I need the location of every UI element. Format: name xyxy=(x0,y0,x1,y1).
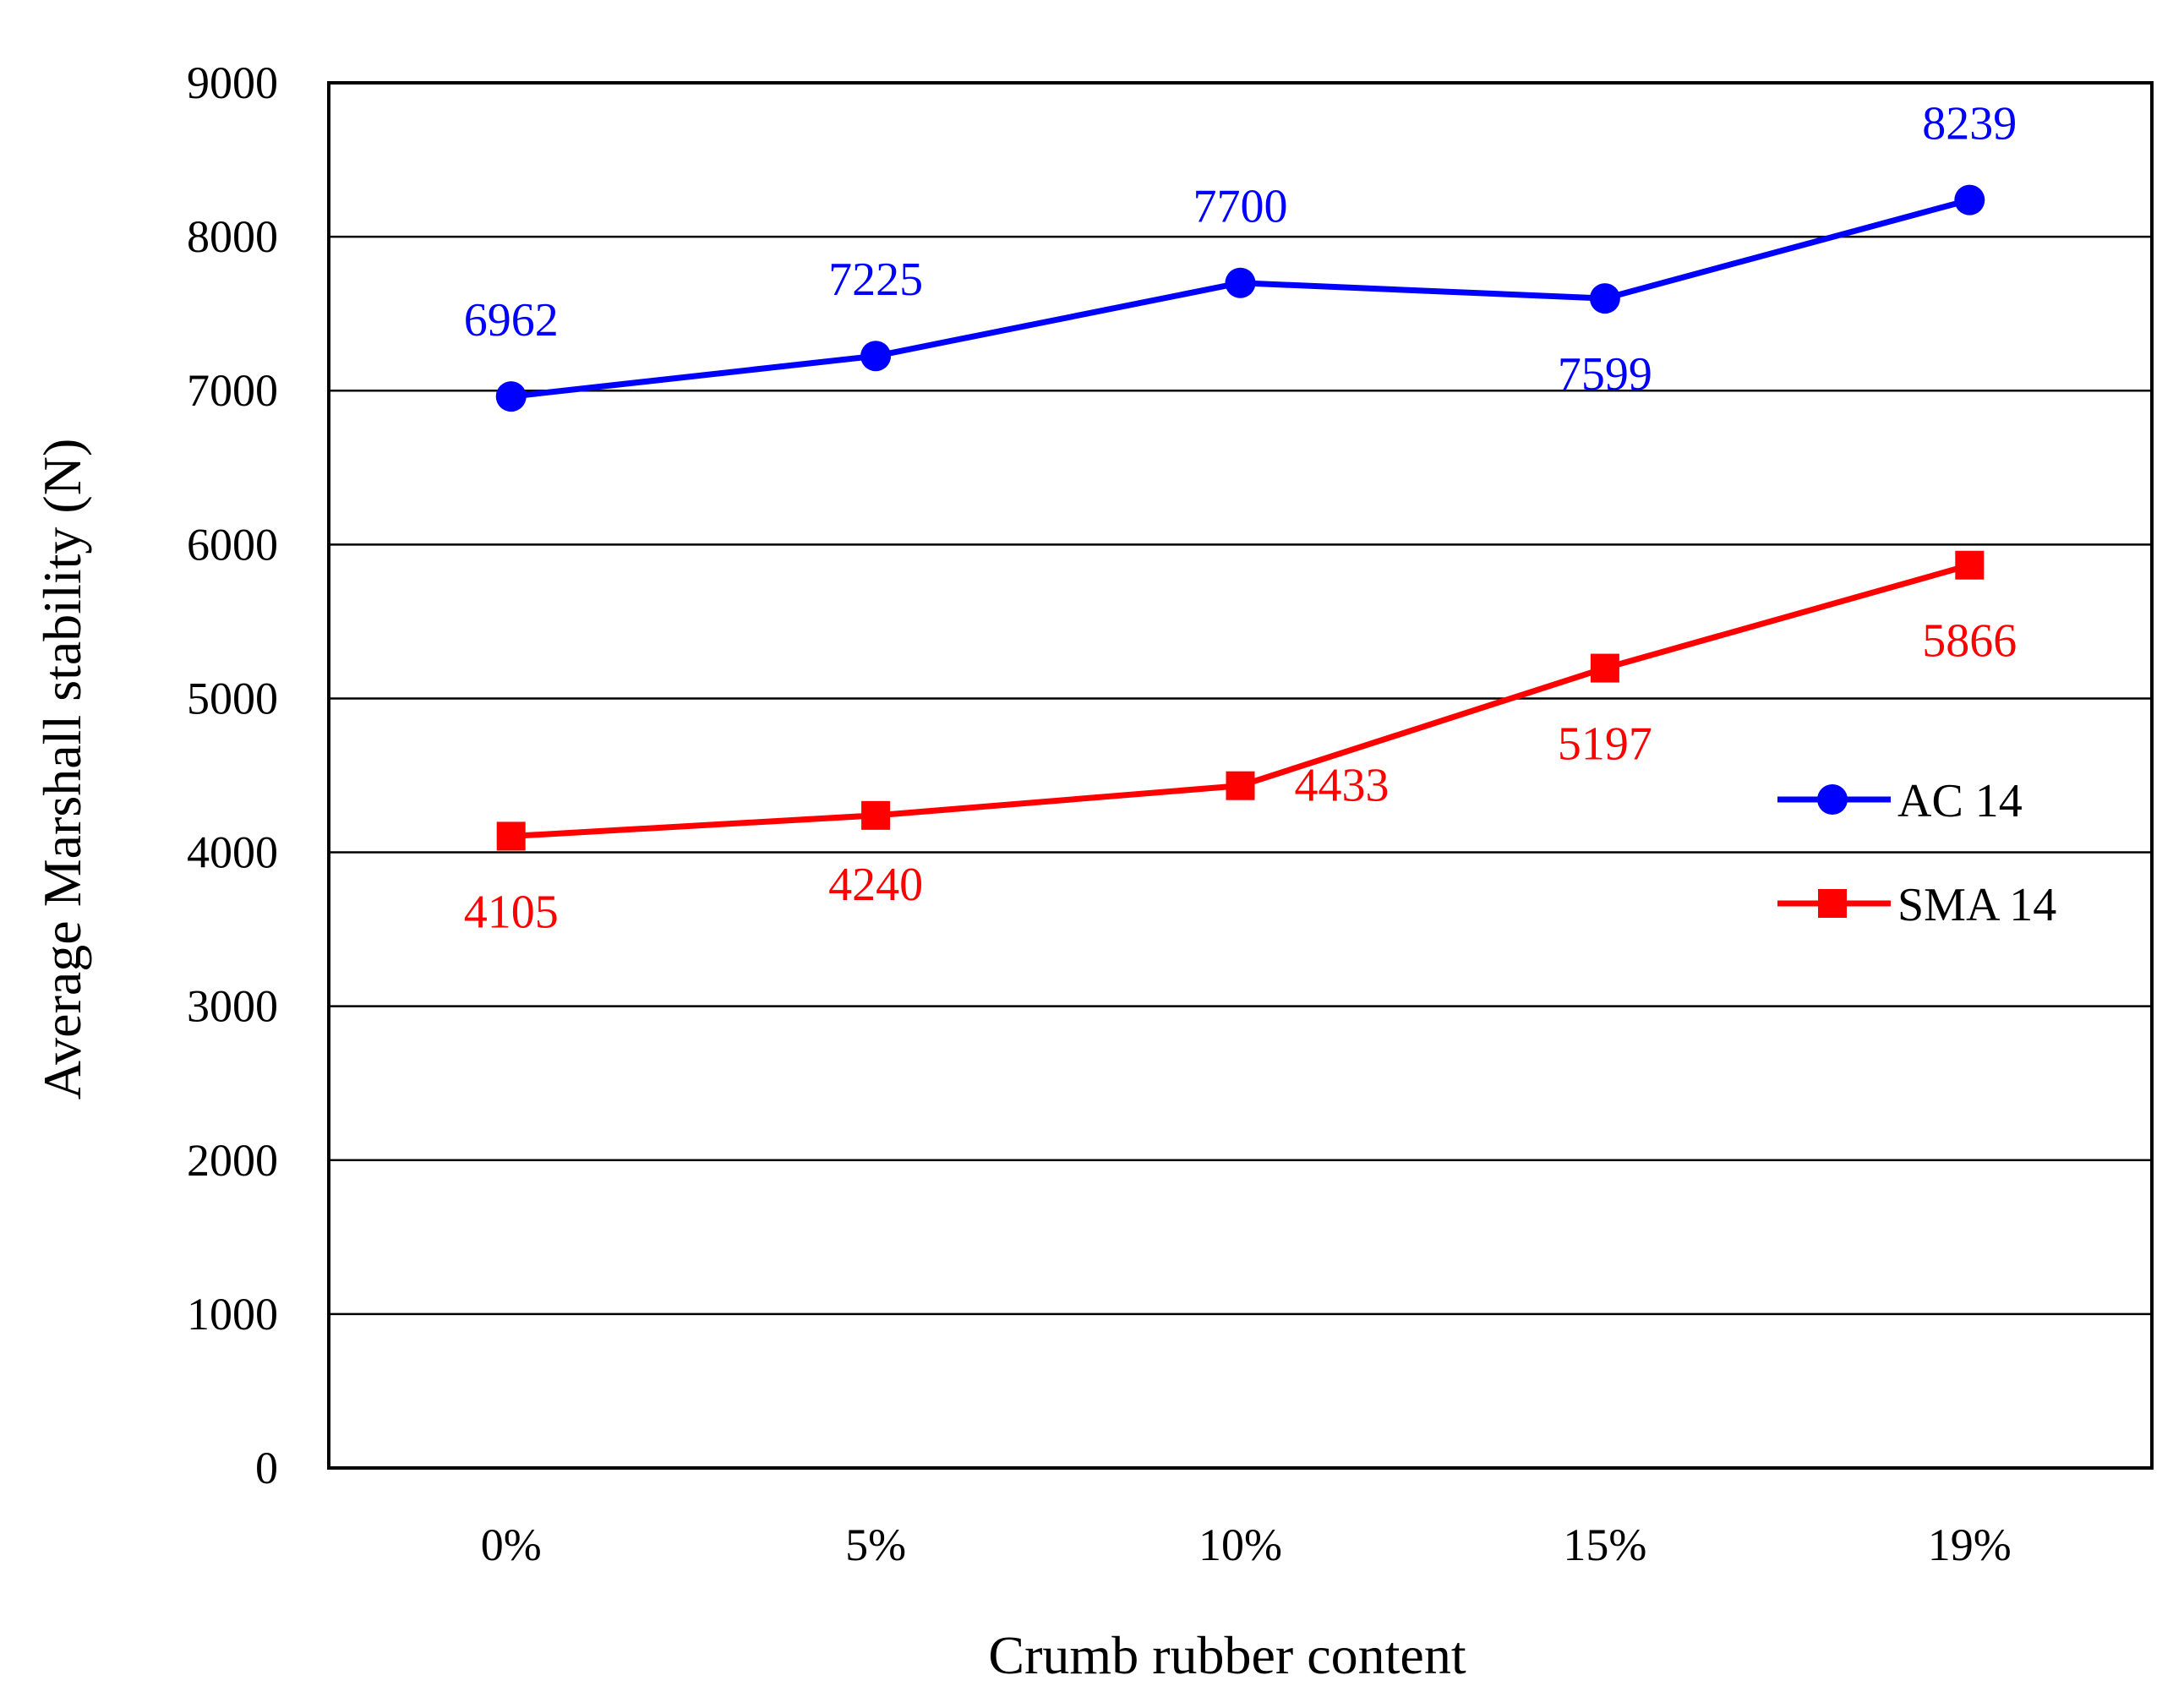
legend: AC 14 SMA 14 xyxy=(1777,775,2056,931)
legend-label: SMA 14 xyxy=(1897,879,2056,931)
legend-marker-square xyxy=(1818,889,1847,918)
x-tick-label: 0% xyxy=(481,1520,542,1570)
data-label: 7225 xyxy=(828,254,923,306)
x-axis-title: Crumb rubber content xyxy=(988,1625,1466,1685)
data-point-marker xyxy=(495,381,527,412)
y-tick-label: 0 xyxy=(255,1443,278,1493)
data-label: 4105 xyxy=(464,886,559,938)
data-label: 6962 xyxy=(464,294,559,346)
y-tick-label: 2000 xyxy=(187,1135,278,1186)
data-label: 5197 xyxy=(1558,718,1652,771)
legend-item: AC 14 xyxy=(1777,775,2023,827)
data-point-marker xyxy=(496,821,526,851)
data-point-marker xyxy=(1955,550,1985,580)
x-tick-label: 15% xyxy=(1563,1520,1646,1570)
series-sma-14: 4105 4240 4433 5197 5866 xyxy=(464,550,2017,938)
data-label: 8239 xyxy=(1922,98,2017,150)
y-tick-label: 1000 xyxy=(187,1289,278,1340)
data-label: 4433 xyxy=(1295,760,1390,812)
y-tick-label: 4000 xyxy=(187,827,278,878)
x-tick-label: 10% xyxy=(1198,1520,1282,1570)
data-point-marker xyxy=(861,800,891,830)
y-tick-label: 8000 xyxy=(187,211,278,262)
y-tick-label: 3000 xyxy=(187,981,278,1032)
y-tick-label: 6000 xyxy=(187,519,278,570)
data-label: 4240 xyxy=(828,859,923,911)
x-tick-label: 19% xyxy=(1928,1520,2012,1570)
data-label: 7599 xyxy=(1558,348,1652,401)
x-tick-label: 5% xyxy=(845,1520,906,1570)
plot-area-border xyxy=(327,81,2154,1470)
y-tick-label: 5000 xyxy=(187,673,278,723)
data-label: 5866 xyxy=(1922,615,2017,668)
x-tick-labels: 0% 5% 10% 15% 19% xyxy=(481,1520,2012,1570)
y-axis-title: Average Marshall stability (N) xyxy=(32,439,92,1100)
series-group: 6962 7225 7700 7599 8239 4105 4240 4433 5197 5866 xyxy=(464,98,2017,939)
data-point-marker xyxy=(860,341,892,372)
series-ac-14: 6962 7225 7700 7599 8239 xyxy=(464,98,2017,412)
y-tick-label: 7000 xyxy=(187,365,278,416)
y-tick-labels: 0 1000 2000 3000 4000 5000 6000 7000 8000 9000 xyxy=(187,57,278,1493)
y-tick-label: 9000 xyxy=(187,57,278,108)
legend-label: AC 14 xyxy=(1897,775,2023,827)
data-point-marker xyxy=(1226,771,1255,800)
data-label: 7700 xyxy=(1193,181,1288,233)
data-point-marker xyxy=(1954,184,1985,216)
legend-marker-circle xyxy=(1817,784,1848,815)
legend-item: SMA 14 xyxy=(1777,879,2056,931)
data-point-marker xyxy=(1590,653,1619,683)
data-point-marker xyxy=(1225,267,1256,298)
gridlines xyxy=(329,235,2152,1316)
data-point-marker xyxy=(1589,283,1620,314)
